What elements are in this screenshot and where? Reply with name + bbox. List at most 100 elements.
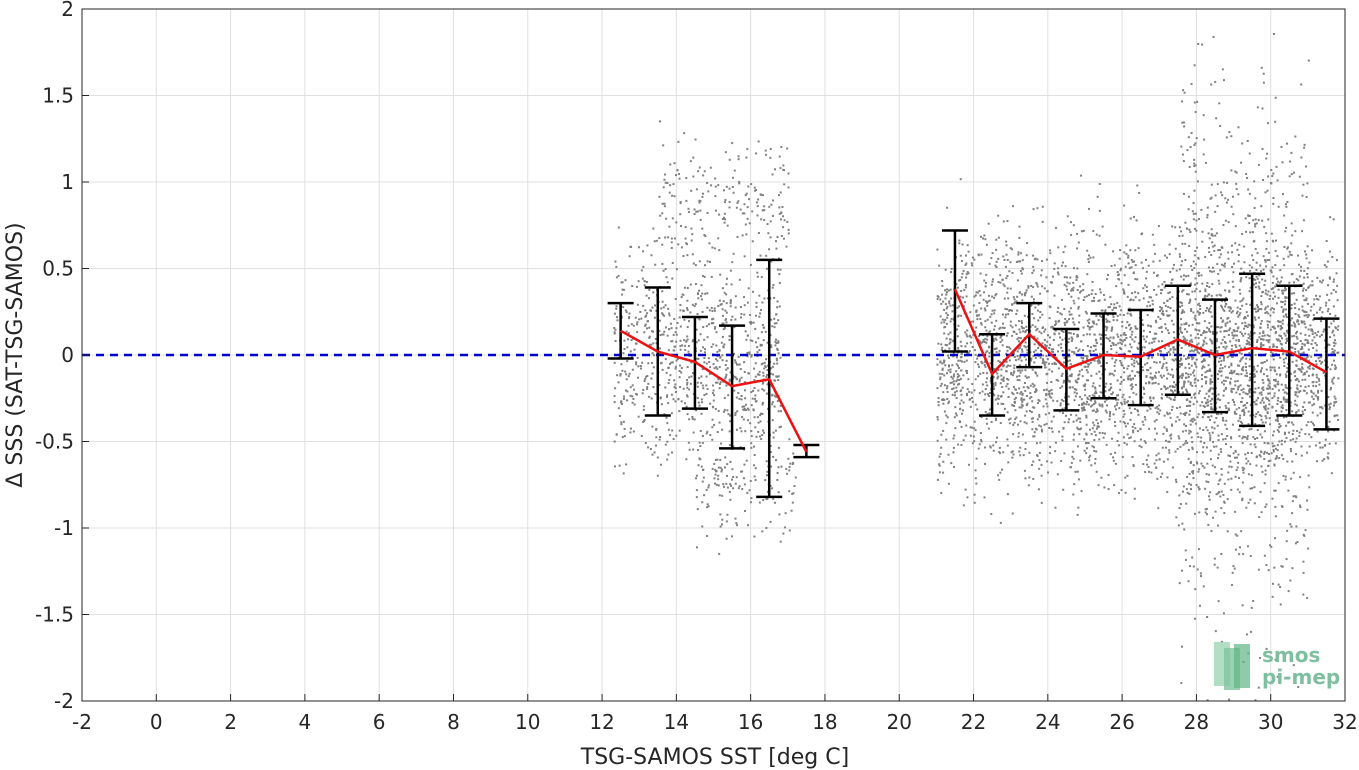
scatter-point xyxy=(1142,335,1145,338)
scatter-point xyxy=(776,347,779,350)
scatter-point xyxy=(1097,362,1100,365)
scatter-point xyxy=(1277,205,1280,208)
scatter-point xyxy=(1191,290,1194,293)
scatter-point xyxy=(940,321,943,324)
scatter-point xyxy=(1317,330,1320,333)
scatter-point xyxy=(944,318,947,321)
scatter-point xyxy=(1265,311,1268,314)
scatter-point xyxy=(1095,419,1098,422)
scatter-point xyxy=(1045,344,1048,347)
scatter-point xyxy=(1032,406,1035,409)
scatter-point xyxy=(1234,380,1237,383)
scatter-point xyxy=(1136,410,1139,413)
scatter-point xyxy=(1178,235,1181,238)
scatter-point xyxy=(1271,266,1274,269)
scatter-point xyxy=(1291,432,1294,435)
scatter-point xyxy=(1246,401,1249,404)
scatter-point xyxy=(1123,274,1126,277)
scatter-point xyxy=(1136,278,1139,281)
scatter-point xyxy=(1188,340,1191,343)
scatter-point xyxy=(685,340,688,343)
scatter-point xyxy=(1257,219,1260,222)
scatter-point xyxy=(1092,296,1095,299)
scatter-point xyxy=(951,304,954,307)
scatter-point xyxy=(675,340,678,343)
scatter-point xyxy=(1055,322,1058,325)
scatter-point xyxy=(724,364,727,367)
scatter-point xyxy=(1145,458,1148,461)
scatter-point xyxy=(1026,345,1029,348)
scatter-point xyxy=(1149,407,1152,410)
scatter-point xyxy=(766,383,769,386)
scatter-point xyxy=(664,236,667,239)
scatter-point xyxy=(751,210,754,213)
scatter-point xyxy=(1289,447,1292,450)
scatter-point xyxy=(1108,418,1111,421)
scatter-point xyxy=(1169,348,1172,351)
scatter-point xyxy=(1244,453,1247,456)
scatter-point xyxy=(1263,452,1266,455)
scatter-point xyxy=(953,465,956,468)
scatter-point xyxy=(1088,254,1091,257)
scatter-point xyxy=(1050,420,1053,423)
scatter-point xyxy=(952,375,955,378)
scatter-point xyxy=(1050,388,1053,391)
scatter-point xyxy=(740,398,743,401)
scatter-point xyxy=(720,341,723,344)
scatter-point xyxy=(774,429,777,432)
scatter-point xyxy=(1319,320,1322,323)
scatter-point xyxy=(1282,358,1285,361)
scatter-point xyxy=(776,268,779,271)
scatter-point xyxy=(1269,314,1272,317)
scatter-point xyxy=(710,275,713,278)
scatter-point xyxy=(1093,449,1096,452)
scatter-point xyxy=(1053,262,1056,265)
scatter-point xyxy=(701,310,704,313)
scatter-point xyxy=(936,363,939,366)
scatter-point xyxy=(1239,384,1242,387)
scatter-point xyxy=(1004,307,1007,310)
scatter-point xyxy=(1168,297,1171,300)
scatter-point xyxy=(1007,313,1010,316)
scatter-point xyxy=(1045,422,1048,425)
scatter-point xyxy=(947,453,950,456)
scatter-point xyxy=(1318,308,1321,311)
scatter-point xyxy=(1105,327,1108,330)
scatter-point xyxy=(1203,413,1206,416)
scatter-point xyxy=(709,260,712,263)
scatter-point xyxy=(1237,373,1240,376)
scatter-point xyxy=(1290,525,1293,528)
scatter-point xyxy=(1312,303,1315,306)
scatter-point xyxy=(1327,430,1330,433)
scatter-point xyxy=(947,289,950,292)
scatter-point xyxy=(949,331,952,334)
scatter-point xyxy=(1030,284,1033,287)
scatter-point xyxy=(705,375,708,378)
scatter-point xyxy=(708,309,711,312)
scatter-point xyxy=(629,350,632,353)
scatter-point xyxy=(1266,387,1269,390)
scatter-point xyxy=(1330,292,1333,295)
scatter-point xyxy=(1239,546,1242,549)
scatter-point xyxy=(953,383,956,386)
scatter-point xyxy=(765,254,768,257)
scatter-point xyxy=(680,246,683,249)
scatter-point xyxy=(1082,406,1085,409)
scatter-point xyxy=(1200,378,1203,381)
scatter-point xyxy=(957,367,960,370)
scatter-point xyxy=(1229,377,1232,380)
scatter-point xyxy=(1178,418,1181,421)
scatter-point xyxy=(1154,376,1157,379)
scatter-point xyxy=(1284,475,1287,478)
scatter-point xyxy=(1221,300,1224,303)
scatter-point xyxy=(1028,476,1031,479)
scatter-point xyxy=(721,287,724,290)
scatter-point xyxy=(746,419,749,422)
scatter-point xyxy=(1092,344,1095,347)
scatter-point xyxy=(953,394,956,397)
scatter-point xyxy=(1013,298,1016,301)
scatter-point xyxy=(1092,409,1095,412)
scatter-point xyxy=(1159,475,1162,478)
scatter-point xyxy=(1119,388,1122,391)
scatter-point xyxy=(717,378,720,381)
